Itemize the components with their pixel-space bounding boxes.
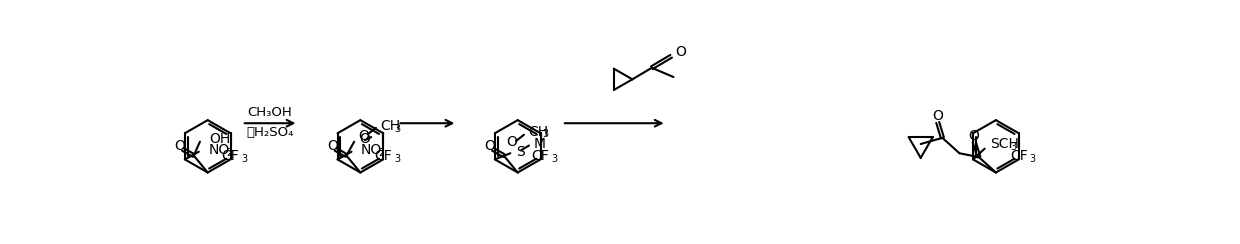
Text: NO: NO [208,143,229,157]
Text: O: O [358,129,370,142]
Text: CF: CF [532,149,549,163]
Text: O: O [485,139,495,153]
Text: O: O [932,109,944,123]
Text: CH₃OH: CH₃OH [247,106,293,119]
Text: CH: CH [381,119,401,133]
Text: OH: OH [210,132,231,146]
Text: CF: CF [222,149,239,163]
Text: 2: 2 [226,148,232,158]
Text: O: O [968,129,980,142]
Text: 3: 3 [552,154,558,164]
Text: M: M [533,137,546,151]
Text: NO: NO [361,143,382,157]
Text: 3: 3 [242,154,248,164]
Text: 3: 3 [1011,142,1017,152]
Text: 2: 2 [378,148,384,158]
Text: S: S [516,145,525,159]
Text: O: O [360,132,371,146]
Text: O: O [175,139,185,153]
Text: 3: 3 [394,124,401,134]
Text: SCH: SCH [990,137,1019,151]
Text: 浓H₂SO₄: 浓H₂SO₄ [246,126,294,139]
Text: O: O [675,45,686,59]
Text: O: O [327,139,339,153]
Text: CH: CH [528,125,548,139]
Text: 3: 3 [1029,154,1035,164]
Text: 3: 3 [543,129,548,139]
Text: CF: CF [1009,149,1028,163]
Text: 3: 3 [394,154,401,164]
Text: CF: CF [374,149,392,163]
Text: O: O [506,135,517,150]
